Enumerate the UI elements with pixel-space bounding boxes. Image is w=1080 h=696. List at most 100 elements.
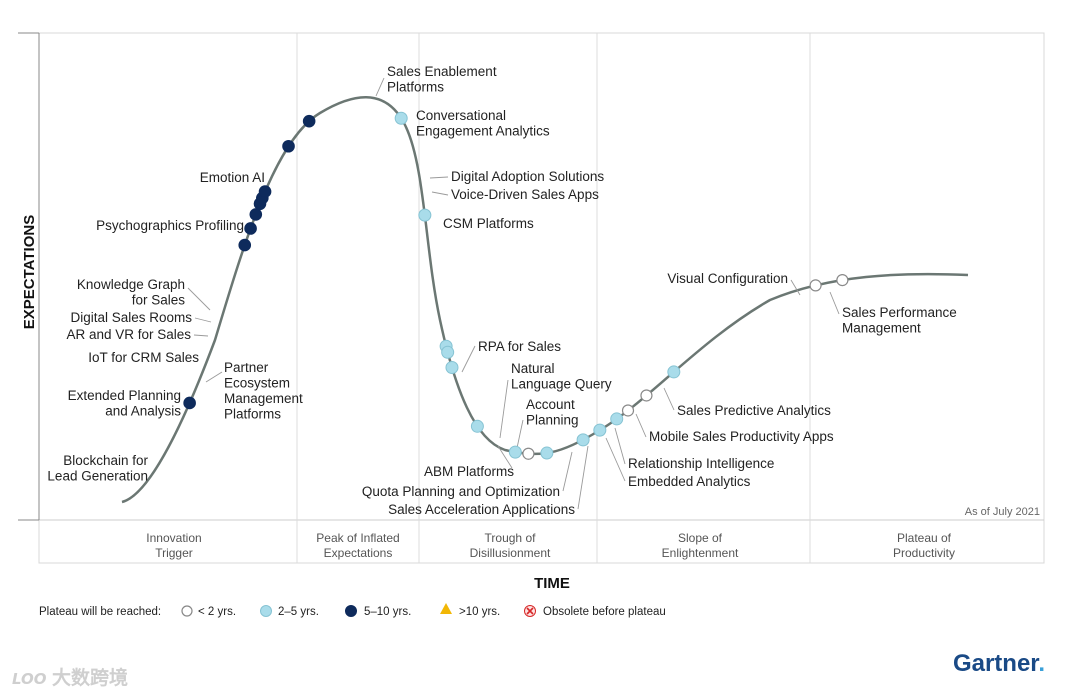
label-line: Platforms bbox=[224, 407, 281, 422]
label-blockchain-for-lead-generation: Blockchain for Lead Generation bbox=[47, 453, 148, 484]
marker-embedded-analytics bbox=[610, 412, 624, 426]
phase-label-line: Plateau of bbox=[897, 531, 952, 545]
watermark: LOO 大数跨境 bbox=[12, 666, 128, 689]
gartner-logo-word: Gartner bbox=[953, 650, 1039, 677]
legend-label-obsolete: Obsolete before plateau bbox=[543, 606, 666, 618]
legend-label-lt2: < 2 yrs. bbox=[198, 606, 236, 618]
legend-label-5to10: 5–10 yrs. bbox=[364, 606, 411, 618]
label-line: Digital Adoption Solutions bbox=[451, 169, 604, 184]
leader-mobile-sales-productivity-apps bbox=[635, 413, 647, 438]
marker-knowledge-graph-for-sales bbox=[258, 185, 272, 198]
label-line: Sales Enablement bbox=[387, 64, 497, 79]
label-line: Sales Predictive Analytics bbox=[677, 403, 831, 418]
label-knowledge-graph-for-sales: Knowledge Graph for Sales bbox=[77, 277, 185, 308]
label-line: Voice-Driven Sales Apps bbox=[451, 187, 599, 202]
label-line: Visual Configuration bbox=[667, 271, 788, 286]
label-line: Lead Generation bbox=[47, 469, 148, 484]
technology-labels: Blockchain for Lead Generation Extended Pl… bbox=[47, 64, 956, 517]
label-mobile-sales-productivity-apps: Mobile Sales Productivity Apps bbox=[649, 429, 834, 444]
label-sales-enablement-platforms: Sales Enablement Platforms bbox=[387, 64, 497, 95]
leader-rpa-for-sales bbox=[461, 345, 476, 373]
legend-light-circle bbox=[260, 605, 272, 617]
label-rpa-for-sales: RPA for Sales bbox=[478, 339, 561, 354]
label-quota-planning-and-optimization: Quota Planning and Optimization bbox=[362, 484, 560, 499]
leader-account-planning bbox=[516, 419, 524, 449]
y-axis-title: EXPECTATIONS bbox=[21, 215, 38, 329]
label-line: Account bbox=[526, 397, 575, 412]
leader-abm-platforms bbox=[497, 445, 513, 469]
marker-natural-language-query bbox=[522, 447, 535, 460]
marker-relationship-intelligence bbox=[621, 404, 635, 417]
label-sales-acceleration-applications: Sales Acceleration Applications bbox=[388, 502, 575, 517]
leader-sales-predictive-analytics bbox=[663, 387, 675, 411]
label-embedded-analytics: Embedded Analytics bbox=[628, 474, 751, 489]
phase-label-line: Trough of bbox=[485, 531, 537, 545]
label-line: Conversational bbox=[416, 108, 506, 123]
label-line: Blockchain for bbox=[63, 453, 148, 468]
label-line: Knowledge Graph bbox=[77, 277, 185, 292]
label-line: Emotion AI bbox=[200, 170, 265, 185]
leader-lines bbox=[183, 77, 840, 510]
marker-quota-planning-and-optimization bbox=[576, 433, 590, 447]
as-of-note: As of July 2021 bbox=[965, 506, 1040, 518]
label-ar-and-vr-for-sales: AR and VR for Sales bbox=[66, 327, 191, 342]
label-account-planning: Account Planning bbox=[526, 397, 579, 428]
label-line: Relationship Intelligence bbox=[628, 456, 774, 471]
label-line: Psychographics Profiling bbox=[96, 218, 244, 233]
marker-voice-driven-sales-apps bbox=[441, 345, 455, 359]
phase-label-line: Peak of Inflated bbox=[316, 531, 399, 545]
leader-ar-and-vr-for-sales bbox=[193, 334, 209, 337]
label-extended-planning-and-analysis: Extended Planning and Analysis bbox=[68, 388, 182, 419]
label-digital-sales-rooms: Digital Sales Rooms bbox=[70, 310, 192, 325]
gartner-logo-text: Gartner. bbox=[953, 650, 1045, 677]
label-partner-ecosystem-management-platforms: Partner Ecosystem Management Platforms bbox=[224, 360, 303, 422]
phase-label-line: Expectations bbox=[324, 546, 393, 560]
legend-title: Plateau will be reached: bbox=[39, 606, 161, 618]
label-line: RPA for Sales bbox=[478, 339, 561, 354]
hype-curve bbox=[121, 96, 969, 504]
gartner-logo-dot: . bbox=[1038, 650, 1045, 677]
marker-iot-for-crm-sales bbox=[249, 208, 263, 221]
label-sales-performance-management: Sales Performance Management bbox=[842, 305, 957, 336]
label-line: Planning bbox=[526, 413, 579, 428]
label-line: Quota Planning and Optimization bbox=[362, 484, 560, 499]
gartner-logo: Gartner. bbox=[953, 650, 1045, 677]
marker-extended-planning-and-analysis bbox=[238, 238, 252, 252]
label-line: Digital Sales Rooms bbox=[70, 310, 192, 325]
leader-natural-language-query bbox=[499, 379, 509, 439]
label-line: Management bbox=[842, 321, 921, 336]
marker-account-planning bbox=[540, 446, 554, 460]
label-visual-configuration: Visual Configuration bbox=[667, 271, 788, 286]
label-sales-predictive-analytics: Sales Predictive Analytics bbox=[677, 403, 831, 418]
marker-psychographics-profiling bbox=[282, 139, 295, 153]
label-line: and Analysis bbox=[105, 404, 181, 419]
leader-relationship-intelligence bbox=[614, 427, 626, 465]
label-voice-driven-sales-apps: Voice-Driven Sales Apps bbox=[451, 187, 599, 202]
label-line: Embedded Analytics bbox=[628, 474, 751, 489]
phase-label-line: Innovation bbox=[146, 531, 201, 545]
marker-sales-predictive-analytics bbox=[667, 365, 681, 379]
label-csm-platforms: CSM Platforms bbox=[443, 216, 534, 231]
label-line: Mobile Sales Productivity Apps bbox=[649, 429, 834, 444]
label-line: CSM Platforms bbox=[443, 216, 534, 231]
leader-sales-performance-management bbox=[829, 291, 840, 315]
leader-digital-adoption-solutions bbox=[429, 176, 449, 179]
label-line: Sales Performance bbox=[842, 305, 957, 320]
label-relationship-intelligence: Relationship Intelligence bbox=[628, 456, 774, 471]
phase-label-line: Productivity bbox=[893, 546, 955, 560]
marker-visual-configuration bbox=[809, 279, 822, 292]
label-line: IoT for CRM Sales bbox=[88, 350, 199, 365]
marker-sales-performance-management bbox=[836, 274, 849, 287]
leader-digital-sales-rooms bbox=[194, 317, 212, 323]
phase-label-line: Slope of bbox=[678, 531, 723, 545]
marker-abm-platforms bbox=[508, 445, 522, 459]
label-line: Engagement Analytics bbox=[416, 124, 550, 139]
leader-sales-acceleration-applications bbox=[577, 445, 589, 510]
label-line: Platforms bbox=[387, 80, 444, 95]
phase-label-line: Disillusionment bbox=[470, 546, 551, 560]
leader-embedded-analytics bbox=[605, 437, 626, 482]
legend-triangle bbox=[440, 603, 452, 614]
label-natural-language-query: Natural Language Query bbox=[511, 361, 612, 392]
phase-label-3: Slope of Enlightenment bbox=[662, 531, 739, 560]
legend: Plateau will be reached: < 2 yrs. 2–5 yr… bbox=[39, 603, 666, 618]
